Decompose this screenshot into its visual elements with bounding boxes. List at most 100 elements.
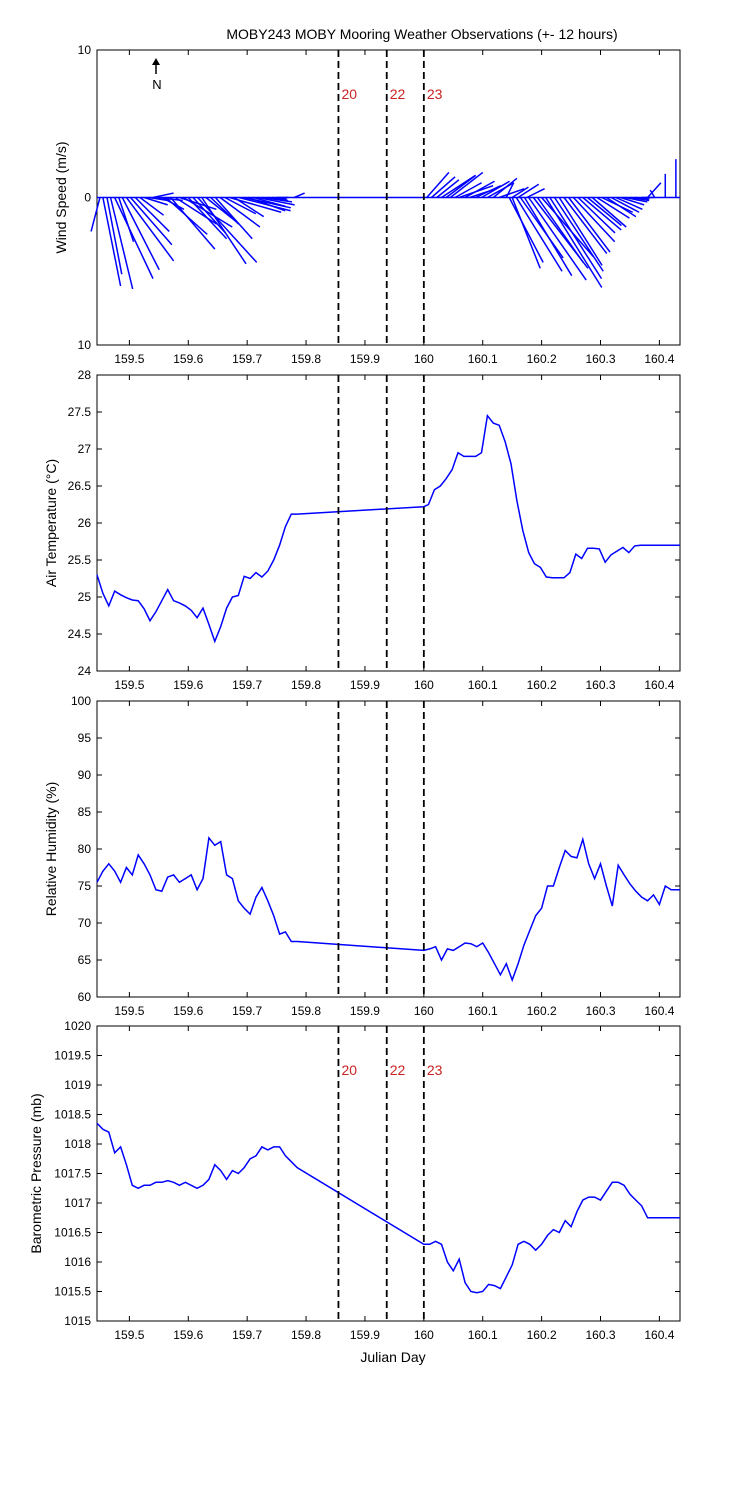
x-tick-label: 159.7 — [232, 352, 262, 366]
y-tick-label: 1019.5 — [54, 1049, 91, 1063]
wind-vector — [449, 171, 484, 199]
y-tick-label: 100 — [71, 694, 91, 708]
wind-vector — [577, 196, 616, 234]
y-tick-label: 90 — [78, 768, 92, 782]
wind-vector — [526, 187, 545, 199]
y-axis-label-pressure: Barometric Pressure (mb) — [28, 1093, 44, 1253]
wind-vector — [517, 183, 540, 199]
wind-vector — [558, 197, 603, 266]
x-tick-label: 159.8 — [291, 1328, 321, 1342]
wind-vector — [515, 197, 563, 272]
wind-vector — [143, 196, 168, 206]
wind-vector — [183, 196, 233, 228]
x-tick-label: 160 — [414, 352, 434, 366]
north-indicator: N — [152, 58, 162, 92]
x-tick-label: 160.3 — [585, 1328, 615, 1342]
figure-title: MOBY243 MOBY Mooring Weather Observation… — [226, 26, 617, 42]
y-tick-label: 85 — [78, 805, 92, 819]
wind-vector — [523, 197, 573, 277]
x-tick-label: 159.6 — [173, 1004, 203, 1018]
plot-area-pressure — [96, 1025, 681, 1322]
y-tick-label: 28 — [78, 368, 92, 382]
x-axis-label: Julian Day — [360, 1349, 425, 1365]
wind-vector — [201, 197, 247, 265]
y-tick-label: 26 — [78, 516, 92, 530]
series-line-humidity — [96, 836, 680, 983]
x-tick-label: 159.6 — [173, 1328, 203, 1342]
wind-vector — [170, 197, 216, 250]
y-tick-label: 25.5 — [68, 553, 92, 567]
wind-vector — [267, 196, 288, 202]
y-tick-label: 95 — [78, 731, 92, 745]
x-tick-label: 160 — [414, 1004, 434, 1018]
wind-vector — [130, 197, 173, 246]
x-tick-label: 160.3 — [585, 1004, 615, 1018]
wind-vector — [113, 197, 154, 279]
x-tick-label: 160.4 — [644, 1004, 674, 1018]
x-tick-label: 160.2 — [527, 1004, 557, 1018]
y-axis-label-air-temperature: Air Temperature (°C) — [43, 459, 59, 587]
y-tick-label: 1015 — [64, 1314, 91, 1328]
y-tick-label: 1017 — [64, 1196, 91, 1210]
x-tick-label: 159.9 — [350, 1004, 380, 1018]
wind-vector — [233, 196, 265, 218]
wind-vector — [528, 197, 587, 281]
x-tick-label: 160.1 — [468, 1004, 498, 1018]
x-tick-label: 159.9 — [350, 352, 380, 366]
x-tick-label: 159.9 — [350, 678, 380, 692]
wind-vector — [605, 196, 637, 218]
wind-vector — [620, 196, 645, 206]
y-tick-label: 24 — [78, 664, 92, 678]
wind-vector — [591, 196, 627, 228]
wind-vector — [508, 197, 544, 263]
x-tick-label: 159.8 — [291, 352, 321, 366]
x-tick-label: 159.7 — [232, 1328, 262, 1342]
wind-vector — [511, 197, 541, 269]
wind-vector — [426, 171, 450, 198]
x-tick-label: 159.8 — [291, 678, 321, 692]
y-tick-label: 1018.5 — [54, 1108, 91, 1122]
wind-vector — [121, 197, 160, 271]
plot-area-humidity — [96, 700, 681, 998]
wind-vector — [445, 174, 477, 199]
wind-vector — [568, 197, 611, 253]
wind-vector — [106, 197, 123, 275]
wind-vector — [210, 196, 240, 225]
x-tick-label: 159.5 — [114, 1004, 144, 1018]
wind-vector — [511, 186, 529, 199]
x-tick-label: 160 — [414, 678, 434, 692]
x-tick-label: 159.6 — [173, 678, 203, 692]
y-tick-label: 1017.5 — [54, 1167, 91, 1181]
wind-vector — [224, 196, 257, 215]
series-line-pressure — [96, 1122, 680, 1294]
wind-vector — [248, 196, 286, 212]
wind-vector — [464, 180, 495, 199]
wind-vector — [102, 197, 122, 287]
wind-vector — [492, 177, 518, 199]
wind-vector — [596, 196, 630, 219]
wind-vector — [549, 197, 603, 280]
y-tick-label: 10 — [78, 43, 92, 57]
y-tick-label: 1016 — [64, 1255, 91, 1269]
x-tick-label: 160.4 — [644, 678, 674, 692]
x-tick-label: 159.7 — [232, 1004, 262, 1018]
wind-vector — [109, 197, 134, 290]
marker-label-23: 23 — [427, 1062, 443, 1078]
y-tick-label: 60 — [78, 990, 92, 1004]
wind-vector — [563, 197, 608, 255]
marker-label-20: 20 — [341, 1062, 357, 1078]
panel-pressure: 1015 1015.5 1016 1016.5 1017 1017.5 1018 1018.5… — [28, 1019, 681, 1342]
series-line-air-temperature — [96, 413, 680, 644]
wind-vector — [219, 196, 261, 228]
y-tick-label: 1020 — [64, 1019, 91, 1033]
y-tick-label: 0 — [84, 191, 91, 205]
wind-vector — [430, 176, 456, 199]
wind-vector — [257, 196, 295, 206]
y-tick-label: 75 — [78, 879, 92, 893]
y-tick-label: 10 — [78, 338, 92, 352]
wind-vector — [572, 196, 616, 243]
x-tick-label: 160.1 — [468, 678, 498, 692]
wind-vector — [587, 196, 622, 227]
